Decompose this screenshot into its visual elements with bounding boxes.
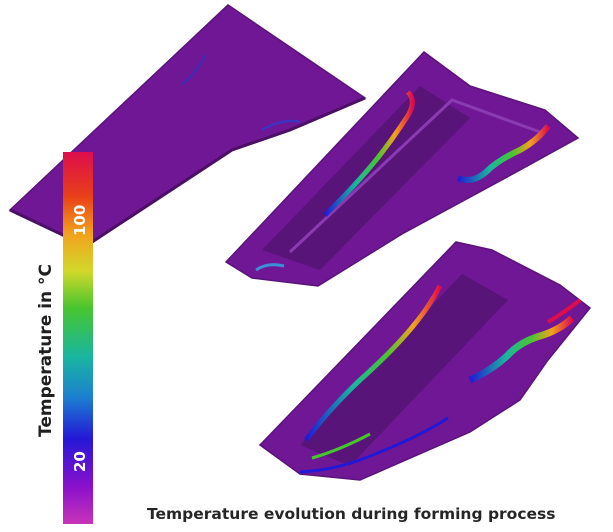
final-part-warm-edge [299,416,449,474]
intermediate-part-hot-flange-right [456,124,551,183]
intermediate-part-ridge [288,98,541,254]
final-part-channel [300,274,508,466]
colorbar-tick-max: 100 [71,204,89,236]
intermediate-part-corner-warm [255,263,285,272]
final-part-hot-rim [547,298,582,324]
blank-sheet-edge [9,96,366,248]
figure-caption: Temperature evolution during forming pro… [147,505,556,523]
blank-sheet-warm-zone [261,119,301,132]
colorbar [63,152,93,524]
colorbar-title: Temperature in °C [36,263,56,437]
part-final-stage [258,241,592,481]
final-part-green-band [311,432,371,460]
intermediate-part-hot-flange-left [323,90,415,217]
final-part-hot-flange-upper [304,284,443,442]
blank-sheet-fold-line [181,54,206,85]
colorbar-tick-min: 20 [71,451,89,472]
part-intermediate-stage [224,51,580,287]
final-part-hot-flange-lower [468,315,575,384]
